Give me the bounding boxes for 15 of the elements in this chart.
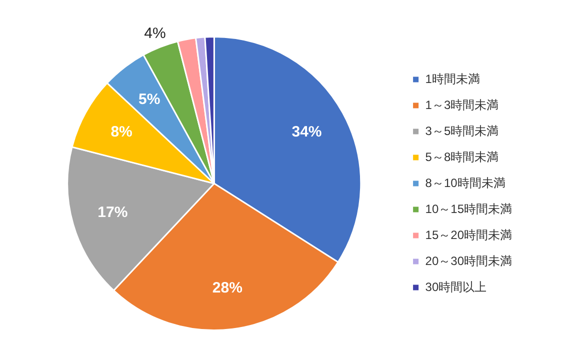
data-label: 8%: [110, 124, 132, 141]
legend-label: 1時間未満: [425, 72, 480, 86]
legend-label: 5～8時間未満: [425, 150, 499, 164]
data-label: 17%: [98, 204, 128, 222]
legend-label: 15～20時間未満: [425, 228, 512, 242]
legend-label: 8～10時間未満: [425, 176, 506, 190]
data-label: 5%: [138, 91, 160, 108]
legend-label: 3～5時間未満: [425, 124, 499, 138]
data-label: 28%: [212, 279, 242, 296]
data-label: 4%: [144, 25, 166, 42]
legend-label: 10～15時間未満: [425, 202, 512, 216]
legend-label: 20～30時間未満: [425, 254, 512, 268]
legend-label: 30時間以上: [425, 280, 487, 294]
legend-label: 1～3時間未満: [425, 98, 499, 112]
data-label: 34%: [292, 124, 322, 141]
